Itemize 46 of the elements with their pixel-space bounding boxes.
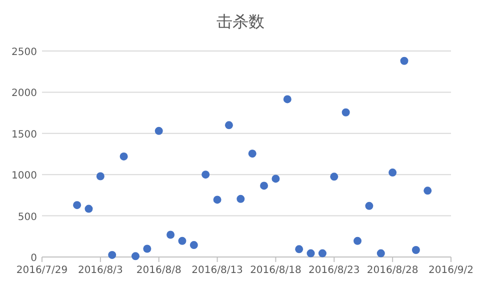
point [412, 246, 420, 254]
x-tick-label: 2016/9/2 [428, 265, 474, 276]
x-tick-label: 2016/8/18 [250, 265, 302, 276]
point [236, 194, 245, 203]
point [213, 196, 222, 204]
point [365, 202, 374, 210]
y-tick-label: 2500 [12, 47, 37, 58]
point [318, 249, 326, 258]
point [131, 252, 140, 260]
point [108, 250, 116, 259]
point [73, 201, 82, 210]
point [388, 168, 397, 177]
point [143, 244, 152, 253]
x-tick-label: 2016/8/3 [78, 265, 123, 276]
y-tick-label: 2000 [12, 88, 37, 100]
point [354, 236, 362, 245]
point [202, 170, 210, 179]
point [283, 95, 292, 104]
x-tick-label: 2016/8/8 [136, 265, 182, 276]
point [260, 182, 268, 190]
y-tick-label: 1000 [12, 170, 37, 182]
y-tick-label: 0 [30, 253, 37, 264]
point [178, 236, 186, 245]
point [120, 152, 128, 160]
point [376, 249, 385, 258]
point [248, 150, 256, 158]
point [272, 174, 280, 183]
point [306, 249, 315, 258]
x-tick-label: 2016/8/13 [192, 265, 243, 276]
x-tick-label: 2016/7/29 [16, 265, 68, 276]
point [190, 241, 198, 250]
point [424, 186, 432, 195]
point [154, 126, 163, 135]
point [342, 108, 350, 116]
point [84, 204, 93, 213]
point [224, 121, 233, 130]
chart-title: 击杀数 [216, 12, 264, 31]
x-tick-label: 2016/8/23 [308, 265, 360, 276]
point [166, 230, 175, 239]
point [96, 172, 104, 180]
point [330, 172, 338, 181]
point [400, 56, 408, 65]
y-tick-label: 1500 [12, 129, 37, 140]
point [295, 245, 304, 254]
x-tick-label: 2016/8/28 [366, 265, 418, 276]
y-tick-label: 500 [18, 212, 37, 223]
